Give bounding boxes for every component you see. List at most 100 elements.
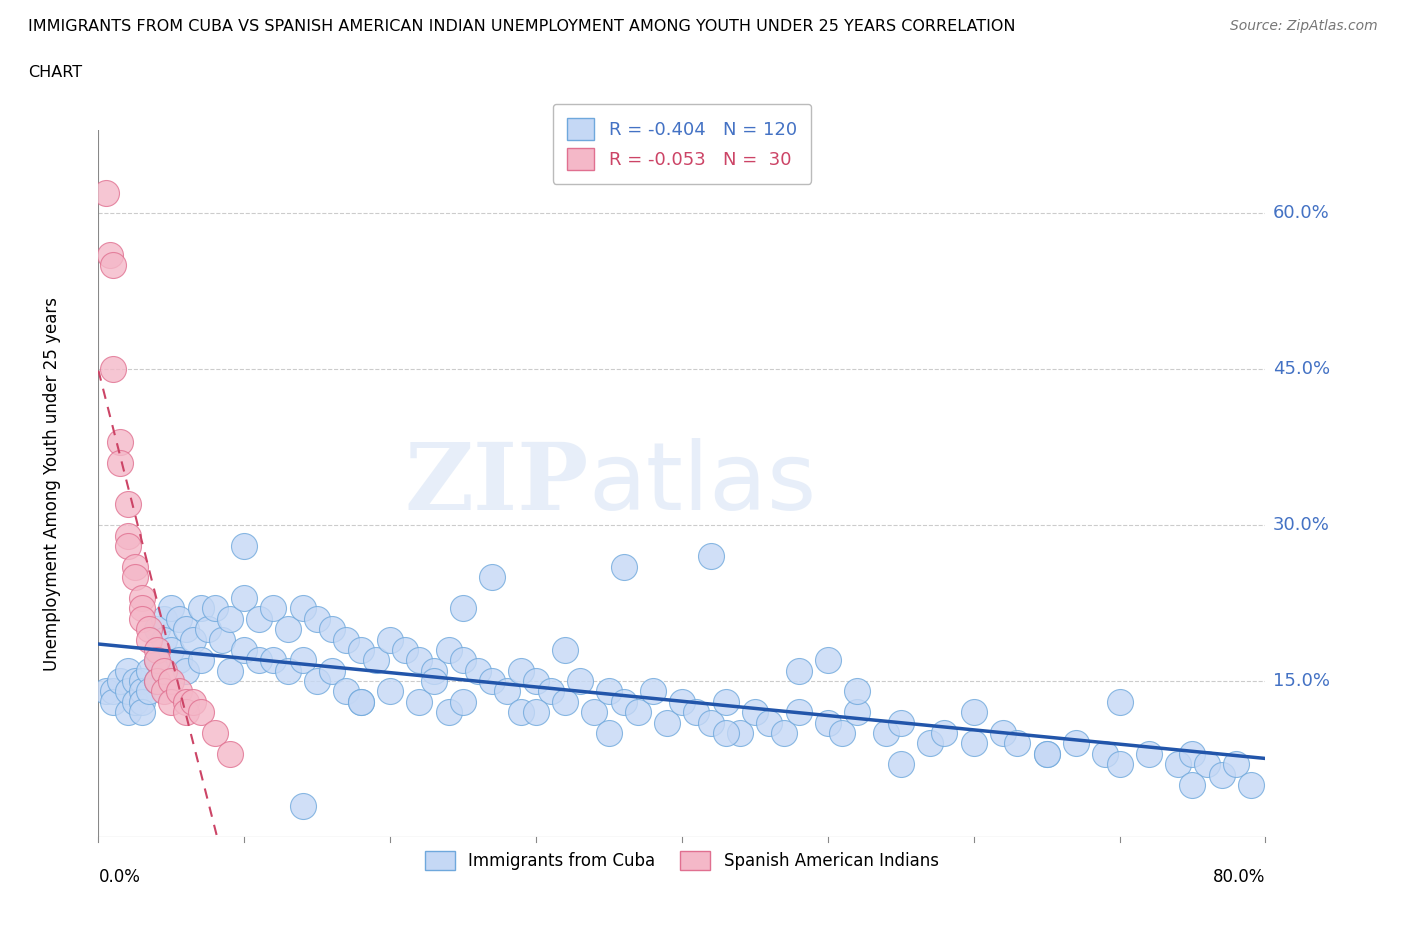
Point bbox=[364, 653, 387, 668]
Point bbox=[451, 653, 474, 668]
Point bbox=[277, 621, 299, 636]
Text: 30.0%: 30.0% bbox=[1272, 516, 1330, 534]
Text: 0.0%: 0.0% bbox=[98, 869, 141, 886]
Point bbox=[846, 705, 869, 720]
Point bbox=[146, 673, 169, 688]
Point bbox=[714, 695, 737, 710]
Point bbox=[598, 684, 620, 699]
Point bbox=[146, 643, 169, 658]
Point bbox=[451, 695, 474, 710]
Point bbox=[131, 705, 153, 720]
Point bbox=[1108, 695, 1130, 710]
Point bbox=[875, 725, 897, 740]
Point bbox=[758, 715, 780, 730]
Point bbox=[190, 653, 212, 668]
Point bbox=[167, 611, 190, 626]
Point bbox=[146, 653, 169, 668]
Point bbox=[124, 695, 146, 710]
Point bbox=[94, 684, 117, 699]
Point bbox=[524, 673, 547, 688]
Point bbox=[408, 695, 430, 710]
Point bbox=[685, 705, 707, 720]
Point bbox=[218, 663, 240, 678]
Point bbox=[160, 673, 183, 688]
Text: 45.0%: 45.0% bbox=[1272, 360, 1330, 379]
Point bbox=[890, 757, 912, 772]
Point bbox=[1195, 757, 1218, 772]
Point bbox=[730, 725, 752, 740]
Point bbox=[117, 528, 139, 543]
Legend: Immigrants from Cuba, Spanish American Indians: Immigrants from Cuba, Spanish American I… bbox=[416, 843, 948, 878]
Point bbox=[787, 705, 810, 720]
Point bbox=[350, 695, 373, 710]
Point bbox=[1240, 777, 1263, 792]
Text: ZIP: ZIP bbox=[405, 439, 589, 528]
Point bbox=[991, 725, 1014, 740]
Point bbox=[510, 663, 533, 678]
Point bbox=[174, 663, 197, 678]
Point bbox=[1035, 747, 1057, 762]
Point bbox=[1181, 747, 1204, 762]
Text: atlas: atlas bbox=[589, 438, 817, 529]
Point bbox=[131, 673, 153, 688]
Point bbox=[350, 695, 373, 710]
Point bbox=[918, 736, 941, 751]
Point bbox=[153, 663, 176, 678]
Point bbox=[437, 705, 460, 720]
Text: Source: ZipAtlas.com: Source: ZipAtlas.com bbox=[1230, 19, 1378, 33]
Point bbox=[167, 684, 190, 699]
Point bbox=[321, 621, 343, 636]
Point bbox=[138, 663, 160, 678]
Point bbox=[153, 632, 176, 647]
Point bbox=[218, 747, 240, 762]
Point bbox=[598, 725, 620, 740]
Point bbox=[247, 653, 270, 668]
Point bbox=[94, 185, 117, 200]
Point bbox=[101, 362, 124, 377]
Point bbox=[262, 653, 284, 668]
Point bbox=[307, 673, 329, 688]
Point bbox=[277, 663, 299, 678]
Point bbox=[657, 715, 679, 730]
Point bbox=[671, 695, 693, 710]
Point bbox=[510, 705, 533, 720]
Point bbox=[641, 684, 664, 699]
Point bbox=[423, 673, 446, 688]
Point bbox=[700, 715, 723, 730]
Point bbox=[138, 632, 160, 647]
Point bbox=[117, 497, 139, 512]
Point bbox=[291, 653, 314, 668]
Point bbox=[1108, 757, 1130, 772]
Point bbox=[1137, 747, 1160, 762]
Text: 80.0%: 80.0% bbox=[1213, 869, 1265, 886]
Text: IMMIGRANTS FROM CUBA VS SPANISH AMERICAN INDIAN UNEMPLOYMENT AMONG YOUTH UNDER 2: IMMIGRANTS FROM CUBA VS SPANISH AMERICAN… bbox=[28, 19, 1015, 33]
Point bbox=[890, 715, 912, 730]
Point bbox=[146, 621, 169, 636]
Point bbox=[817, 715, 839, 730]
Point bbox=[167, 653, 190, 668]
Point bbox=[153, 684, 176, 699]
Point bbox=[831, 725, 853, 740]
Point bbox=[817, 653, 839, 668]
Point bbox=[262, 601, 284, 616]
Point bbox=[101, 258, 124, 272]
Text: 15.0%: 15.0% bbox=[1272, 672, 1330, 690]
Point bbox=[124, 673, 146, 688]
Point bbox=[568, 673, 591, 688]
Point bbox=[204, 601, 226, 616]
Point bbox=[101, 684, 124, 699]
Point bbox=[394, 643, 416, 658]
Point bbox=[321, 663, 343, 678]
Point bbox=[787, 663, 810, 678]
Point bbox=[612, 559, 634, 574]
Point bbox=[138, 684, 160, 699]
Point bbox=[117, 663, 139, 678]
Point bbox=[496, 684, 519, 699]
Point bbox=[700, 549, 723, 564]
Point bbox=[131, 591, 153, 605]
Point bbox=[131, 684, 153, 699]
Point bbox=[934, 725, 956, 740]
Point bbox=[291, 798, 314, 813]
Point bbox=[218, 611, 240, 626]
Point bbox=[117, 705, 139, 720]
